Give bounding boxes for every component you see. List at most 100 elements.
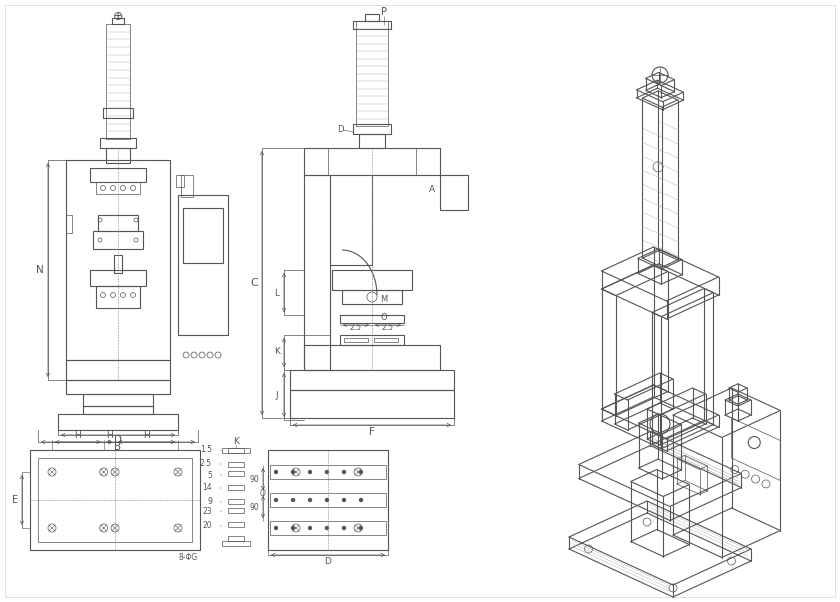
Text: 2.5: 2.5 — [382, 323, 394, 332]
Bar — [178, 195, 228, 335]
Text: 8-ΦG: 8-ΦG — [179, 553, 198, 562]
Text: 20: 20 — [202, 521, 212, 530]
Bar — [93, 231, 143, 249]
Text: C: C — [250, 278, 258, 288]
Circle shape — [275, 471, 277, 474]
Bar — [374, 338, 398, 342]
Bar — [353, 21, 391, 29]
Bar — [181, 175, 193, 197]
Bar — [100, 138, 136, 148]
Bar — [290, 370, 454, 390]
Bar — [344, 338, 368, 342]
Text: L: L — [275, 288, 280, 297]
Bar — [228, 462, 244, 467]
Bar — [222, 448, 250, 453]
Bar — [228, 485, 244, 490]
Circle shape — [360, 471, 363, 474]
Bar — [228, 508, 244, 513]
Bar — [340, 315, 404, 323]
Bar — [106, 24, 130, 139]
Text: K: K — [274, 347, 280, 356]
Bar — [83, 394, 153, 406]
Bar — [356, 21, 388, 126]
Circle shape — [308, 471, 312, 474]
Text: 23: 23 — [202, 506, 212, 515]
Bar — [332, 270, 412, 290]
Bar — [340, 335, 404, 345]
Bar — [112, 18, 124, 24]
Bar — [66, 160, 170, 360]
Bar — [270, 493, 386, 507]
Text: ⊕: ⊕ — [113, 10, 123, 22]
Text: H: H — [143, 432, 150, 441]
Bar — [268, 450, 388, 550]
Text: 5: 5 — [207, 471, 212, 480]
Bar — [66, 380, 170, 394]
Bar — [228, 522, 244, 527]
Text: H: H — [75, 432, 81, 441]
Bar — [90, 168, 146, 182]
Text: J: J — [276, 391, 278, 400]
Bar — [416, 148, 440, 175]
Circle shape — [275, 527, 277, 530]
Circle shape — [326, 527, 328, 530]
Bar — [106, 148, 130, 163]
Text: 90: 90 — [249, 474, 259, 483]
Text: 14: 14 — [202, 483, 212, 492]
Bar — [304, 345, 440, 370]
Bar — [304, 175, 330, 370]
Text: O: O — [260, 488, 266, 497]
Bar — [103, 108, 133, 118]
Circle shape — [275, 498, 277, 501]
Bar — [30, 450, 200, 550]
Bar — [114, 255, 122, 273]
Text: K: K — [233, 438, 239, 447]
Text: 1.5: 1.5 — [200, 445, 212, 455]
Circle shape — [291, 498, 295, 501]
Bar — [96, 286, 140, 308]
Text: 9: 9 — [207, 497, 212, 506]
Bar — [98, 215, 138, 231]
Text: M: M — [381, 296, 387, 305]
Bar — [270, 465, 386, 479]
Bar — [290, 390, 454, 418]
Text: D: D — [324, 557, 332, 566]
Text: 2.5: 2.5 — [350, 323, 362, 332]
Text: A: A — [429, 185, 435, 194]
Bar — [228, 536, 244, 541]
Bar — [342, 290, 402, 304]
Text: P: P — [381, 7, 387, 17]
Circle shape — [308, 527, 312, 530]
Text: O: O — [381, 314, 387, 323]
Text: D: D — [114, 435, 122, 445]
Circle shape — [326, 471, 328, 474]
Bar — [440, 175, 468, 210]
Circle shape — [360, 498, 363, 501]
Bar — [304, 335, 330, 345]
Circle shape — [343, 527, 345, 530]
Circle shape — [291, 527, 295, 530]
Bar — [228, 499, 244, 504]
Text: H: H — [106, 432, 113, 441]
Circle shape — [343, 498, 345, 501]
Bar — [304, 148, 440, 175]
Circle shape — [326, 498, 328, 501]
Bar — [228, 448, 244, 453]
Circle shape — [291, 471, 295, 474]
Bar — [83, 406, 153, 414]
Bar — [58, 414, 178, 430]
Text: B: B — [114, 442, 122, 452]
Bar — [66, 215, 72, 233]
Circle shape — [308, 498, 312, 501]
Bar — [176, 175, 184, 187]
Bar — [365, 14, 379, 21]
Circle shape — [343, 471, 345, 474]
Text: 90: 90 — [249, 503, 259, 512]
Circle shape — [360, 527, 363, 530]
Bar — [304, 148, 328, 175]
Text: E: E — [12, 495, 18, 505]
Bar — [183, 208, 223, 263]
Bar — [38, 458, 192, 542]
Text: F: F — [369, 427, 375, 437]
Bar — [228, 471, 244, 476]
